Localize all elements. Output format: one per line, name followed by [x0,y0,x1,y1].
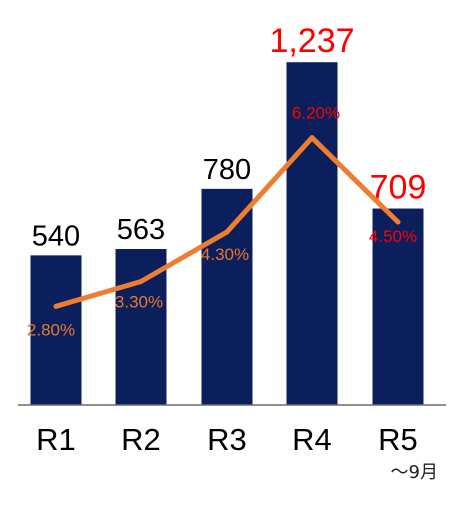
rate-point-r4 [309,135,315,141]
rate-value-label-r2: 3.30% [115,293,163,312]
rate-point-r5 [395,219,401,225]
rate-point-r1 [53,303,59,309]
bar-value-label-r2: 563 [117,214,165,246]
bar-r2 [115,248,167,405]
rate-value-label-r4: 6.20% [292,104,340,123]
x-tick-labels: R1 R2 R3 R4 R5 [36,422,418,457]
line-value-labels: 2.80% 3.30% 4.30% 6.20% 4.50% [27,104,417,340]
bar-r3 [201,188,253,405]
bar-series [30,62,424,406]
rate-value-label-r1: 2.80% [27,320,75,339]
x-tick-label-r1: R1 [36,422,76,457]
line-series [53,135,401,309]
period-note: 〜9月 [390,462,438,483]
x-tick-label-r2: R2 [121,422,161,457]
bar-value-label-r4: 1,237 [269,22,354,60]
x-tick-label-r3: R3 [207,422,247,457]
rate-value-label-r3: 4.30% [201,245,249,264]
rate-value-label-r5: 4.50% [369,227,417,246]
rate-point-r2 [138,279,144,285]
bar-r5 [372,208,424,405]
x-tick-label-r5: R5 [378,422,418,457]
bar-r4 [286,62,338,406]
x-tick-label-r4: R4 [292,422,332,457]
bar-value-label-r3: 780 [203,154,251,186]
rate-point-r3 [224,229,230,235]
bar-r1 [30,255,82,405]
bar-value-label-r1: 540 [32,220,80,252]
